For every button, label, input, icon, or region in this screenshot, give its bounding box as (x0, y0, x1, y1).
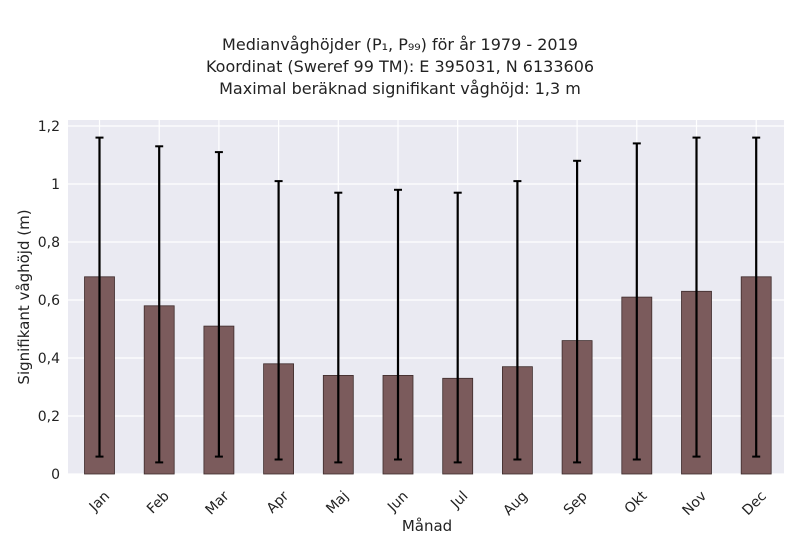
x-tick-label: Aug (500, 488, 531, 519)
title-line-1: Medianvåghöjder (P₁, P₉₉) för år 1979 - … (222, 35, 578, 54)
x-tick-label: Jul (447, 488, 471, 512)
y-tick-label: 0,6 (38, 293, 60, 309)
x-tick-label: Nov (679, 488, 710, 519)
x-tick-label: Jun (384, 488, 411, 515)
y-tick-label: 0,8 (38, 235, 60, 251)
y-tick-label: 0,2 (38, 409, 60, 425)
chart-title: Medianvåghöjder (P₁, P₉₉) för år 1979 - … (0, 34, 800, 100)
x-tick-label: Maj (323, 488, 352, 517)
title-line-3: Maximal beräknad signifikant våghöjd: 1,… (219, 79, 581, 98)
y-axis-label: Signifikant våghöjd (m) (15, 209, 33, 384)
x-tick-label: Sep (561, 488, 591, 518)
x-tick-labels: Jan Feb Mar Apr Maj Jun Jul Aug Sep Okt Nov Dec (86, 488, 770, 519)
y-tick-label: 0 (51, 467, 60, 483)
y-tick-label: 1,2 (38, 119, 60, 135)
title-line-2: Koordinat (Sweref 99 TM): E 395031, N 61… (205, 57, 595, 76)
x-tick-label: Apr (264, 488, 293, 517)
error-bars (95, 136, 761, 464)
x-tick-label: Mar (203, 488, 233, 518)
x-axis-label: Månad (402, 517, 452, 535)
x-tick-label: Okt (622, 488, 651, 517)
y-tick-label: 0,4 (38, 351, 60, 367)
x-tick-label: Feb (144, 488, 173, 517)
x-tick-label: Jan (86, 488, 113, 515)
x-tick-label: Dec (739, 488, 769, 518)
y-tick-labels: 0 0,2 0,4 0,6 0,8 1 1,2 (38, 119, 60, 483)
plot-area (68, 120, 784, 474)
y-tick-label: 1 (51, 177, 60, 193)
